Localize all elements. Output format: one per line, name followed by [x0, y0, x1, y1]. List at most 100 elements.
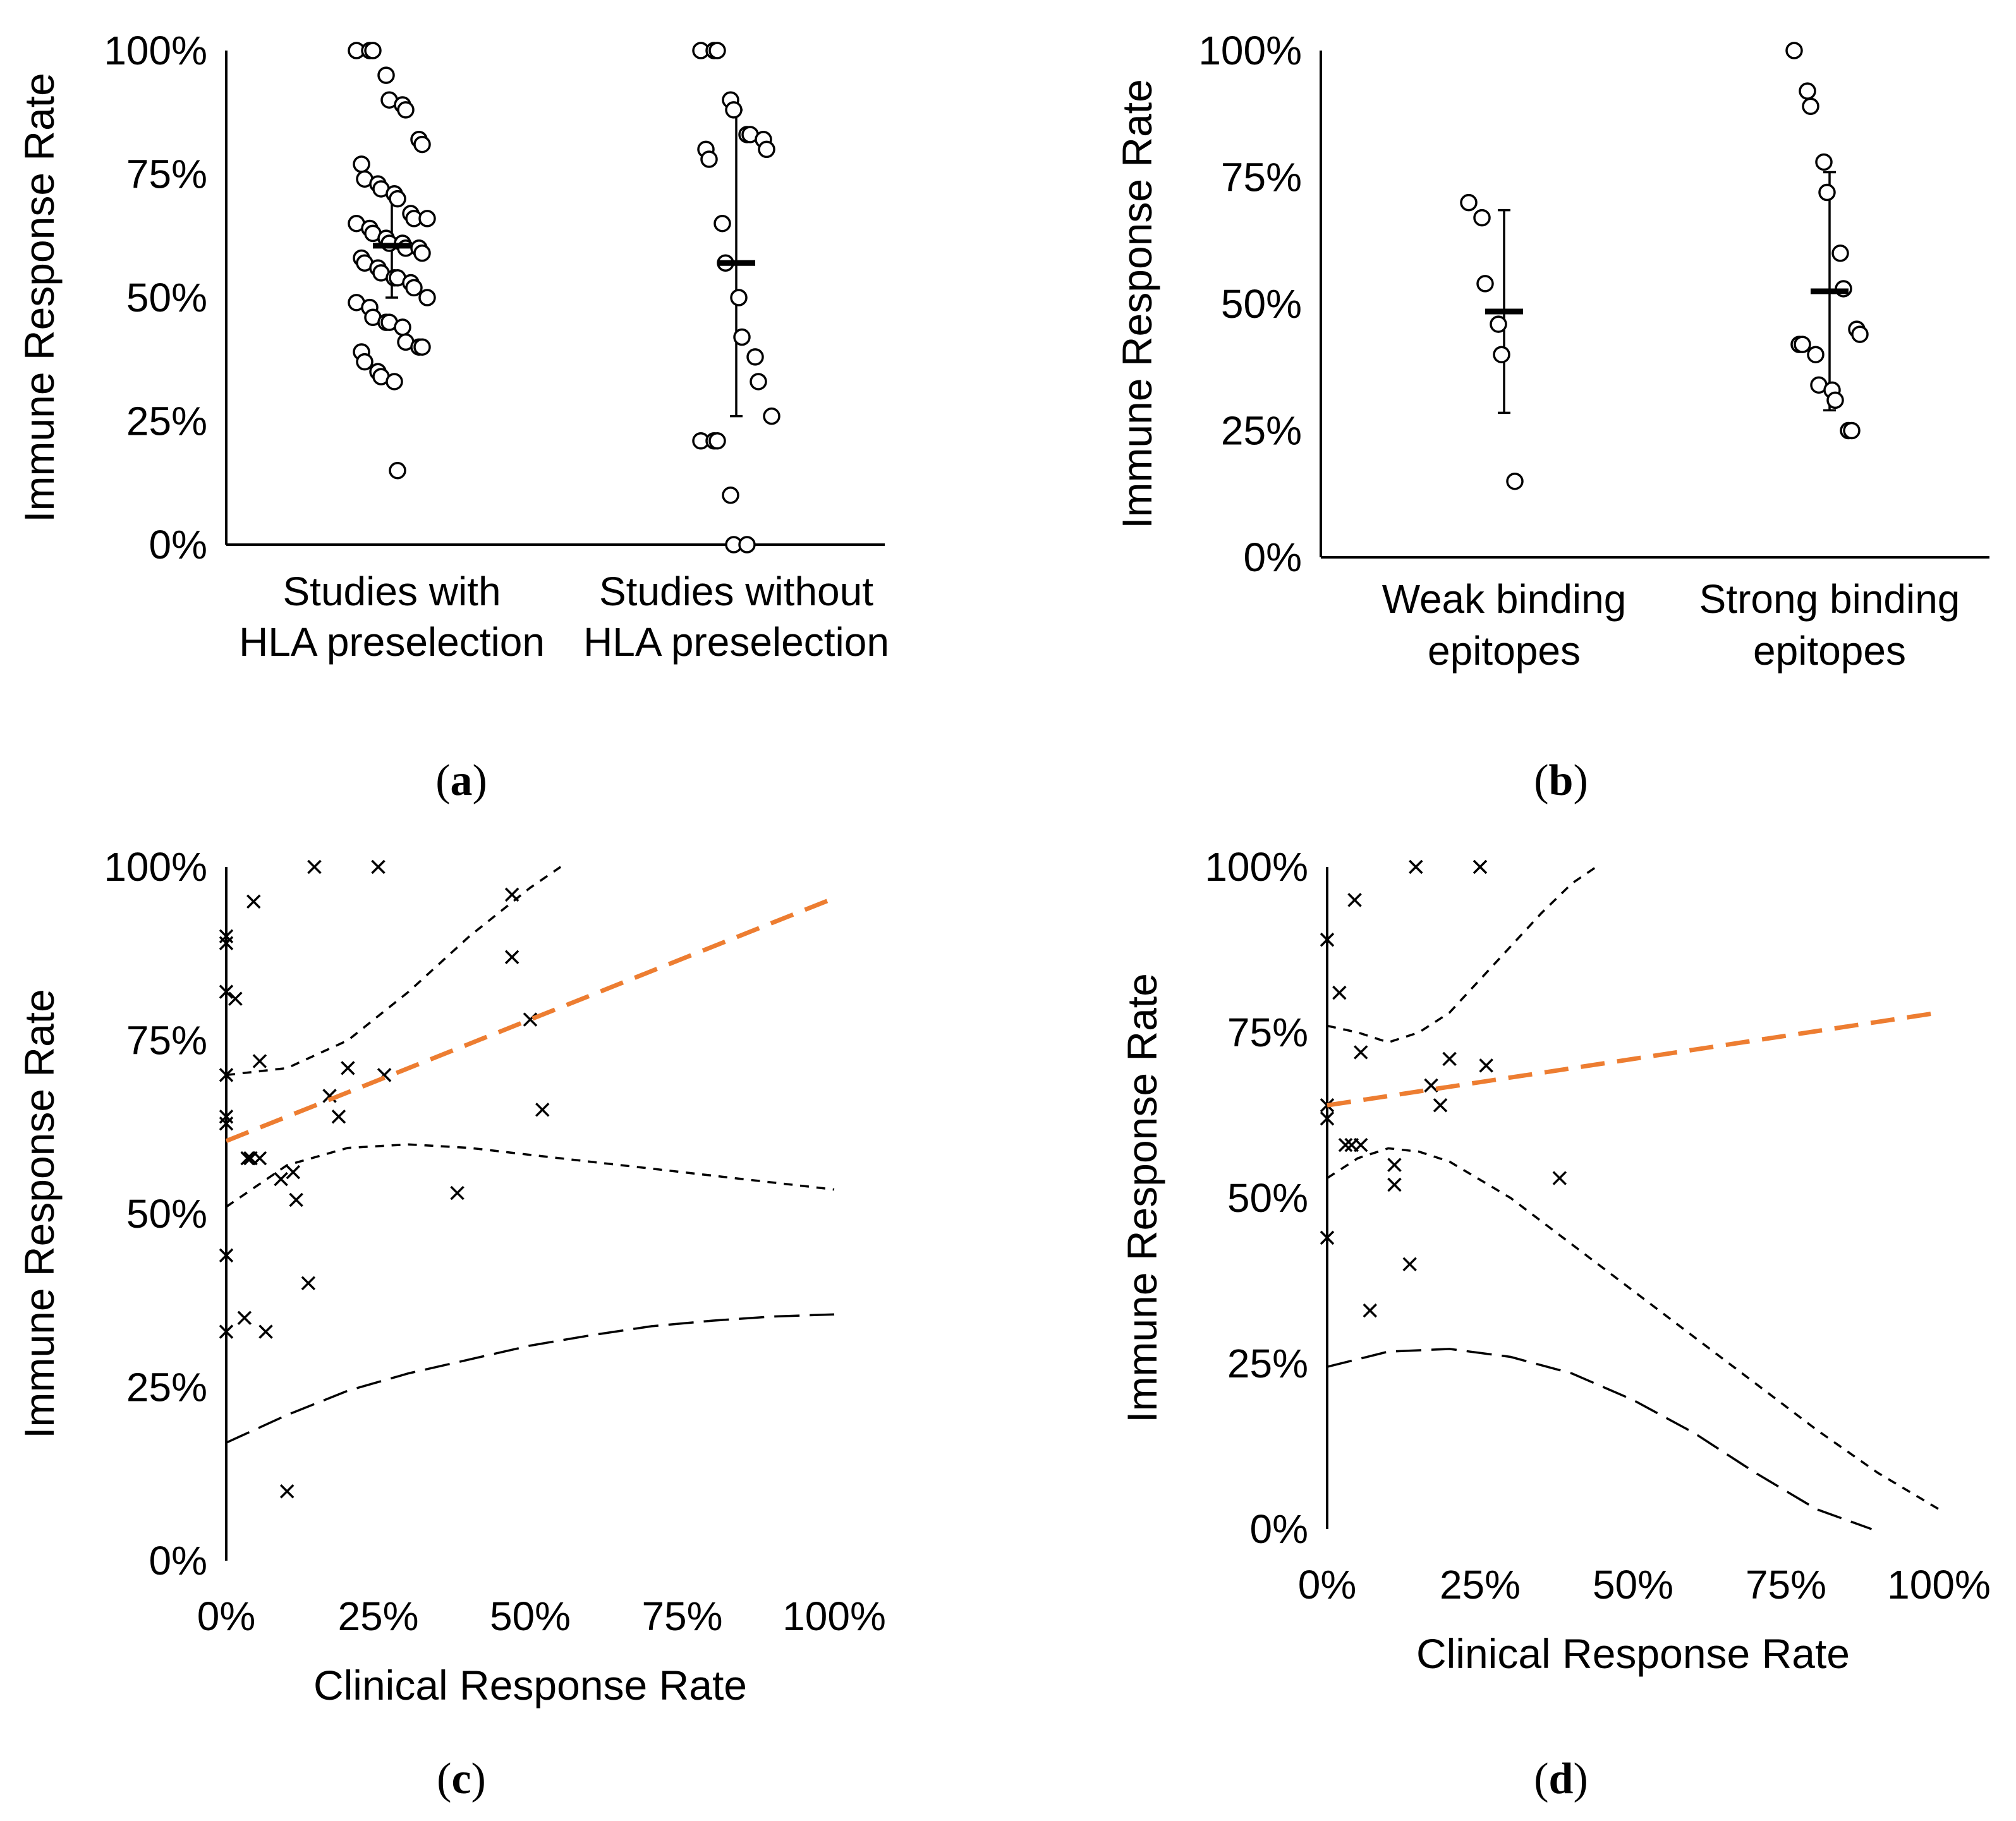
data-point — [413, 135, 431, 154]
data-point-stroke — [331, 1110, 346, 1124]
data-point — [1476, 275, 1494, 293]
panel-label-c: (c) — [437, 1755, 486, 1803]
data-point — [504, 887, 519, 902]
data-point — [1815, 153, 1833, 171]
x-tick-label: 75% — [1746, 1562, 1826, 1607]
category-label: Weak binding — [1382, 576, 1627, 622]
data-point — [746, 348, 764, 366]
data-point-stroke — [1387, 1177, 1402, 1192]
data-point — [1338, 1137, 1353, 1152]
data-point — [219, 1248, 234, 1263]
data-point — [1493, 346, 1510, 363]
y-axis-title: Immune Response Rate — [1119, 973, 1165, 1423]
y-tick-label: 100% — [1198, 28, 1302, 73]
y-tick-label: 50% — [1221, 281, 1302, 327]
data-point — [1347, 893, 1362, 907]
data-point — [356, 353, 373, 371]
x-tick-label: 0% — [1298, 1562, 1357, 1607]
data-point — [763, 407, 780, 425]
y-tick-label: 0% — [1250, 1506, 1309, 1552]
data-point — [1460, 193, 1478, 212]
data-point — [758, 140, 775, 159]
data-point — [219, 1068, 234, 1082]
y-axis-title: Immune Response Rate — [16, 989, 63, 1439]
y-tick-label: 100% — [104, 28, 207, 73]
data-point-stroke — [219, 1324, 234, 1339]
y-tick-label: 25% — [126, 399, 207, 444]
data-point — [341, 1061, 355, 1075]
data-point — [240, 1151, 255, 1166]
data-point — [1424, 1078, 1438, 1093]
data-point — [1799, 82, 1816, 100]
data-point-stroke — [1320, 1111, 1335, 1126]
data-point — [258, 1324, 273, 1339]
data-point — [535, 1103, 550, 1117]
data-point-stroke — [504, 887, 519, 902]
x-tick-label: 75% — [641, 1594, 722, 1639]
data-point — [1479, 1058, 1493, 1073]
data-point — [279, 1484, 295, 1499]
data-point — [219, 984, 234, 999]
data-point — [1402, 1257, 1417, 1272]
data-point-stroke — [286, 1165, 301, 1180]
confidence-band-lower — [1327, 1147, 1940, 1511]
data-point-stroke — [219, 1248, 234, 1263]
data-point — [219, 936, 234, 951]
panel-d: 0% 25% 50% 75% 100% Immune Response Rate 0% 25%… — [1119, 844, 1991, 1803]
data-point-stroke — [504, 950, 519, 964]
confidence-band-upper — [226, 866, 562, 1077]
data-point — [1387, 1177, 1402, 1192]
data-point-stroke — [301, 1276, 316, 1291]
y-tick-label: 50% — [126, 1191, 207, 1237]
data-point-stroke — [1338, 1137, 1353, 1152]
data-point — [252, 1151, 267, 1166]
panel-label-a: (a) — [435, 756, 487, 805]
data-point-stroke — [1354, 1137, 1368, 1152]
data-point — [750, 373, 767, 390]
data-point — [1552, 1171, 1567, 1185]
category-label: Studies without — [599, 569, 873, 614]
data-point — [722, 487, 739, 504]
data-point — [1409, 859, 1423, 874]
data-point — [1802, 97, 1819, 115]
data-point — [386, 373, 403, 390]
x-tick-label: 25% — [337, 1594, 418, 1639]
x-tick-label: 100% — [782, 1594, 886, 1639]
category-label: epitopes — [1428, 628, 1581, 674]
data-point — [733, 328, 751, 346]
data-point — [301, 1276, 316, 1291]
data-point-stroke — [240, 1151, 255, 1166]
data-point-stroke — [1424, 1078, 1438, 1093]
data-point-stroke — [1354, 1045, 1368, 1060]
data-point-stroke — [1387, 1158, 1402, 1172]
data-point — [1320, 1230, 1335, 1245]
data-point — [228, 991, 243, 1006]
y-tick-label: 25% — [1227, 1341, 1308, 1386]
data-point-stroke — [219, 936, 234, 951]
data-point — [1433, 1098, 1448, 1113]
x-tick-label: 50% — [490, 1594, 571, 1639]
data-point-stroke — [219, 984, 234, 999]
data-point — [1387, 1158, 1402, 1172]
data-point — [1363, 1303, 1377, 1318]
prediction-band-lower — [1327, 1348, 1873, 1530]
data-point — [394, 318, 411, 336]
y-tick-label: 50% — [1227, 1175, 1308, 1221]
data-point — [252, 1054, 267, 1068]
data-point — [377, 66, 395, 84]
data-point-stroke — [1479, 1058, 1493, 1073]
data-point-stroke — [246, 894, 261, 909]
x-tick-label: 100% — [1887, 1562, 1991, 1607]
data-point-stroke — [252, 1054, 267, 1068]
confidence-band-upper — [1327, 866, 1597, 1044]
data-point-stroke — [1363, 1303, 1377, 1318]
panel-label-d: (d) — [1534, 1755, 1588, 1803]
category-label: epitopes — [1753, 628, 1906, 674]
y-tick-label: 0% — [149, 1538, 208, 1583]
data-point-stroke — [371, 859, 386, 874]
data-point — [725, 101, 743, 119]
confidence-band-lower — [226, 1143, 835, 1208]
data-point — [523, 1012, 538, 1027]
data-point — [413, 244, 431, 262]
